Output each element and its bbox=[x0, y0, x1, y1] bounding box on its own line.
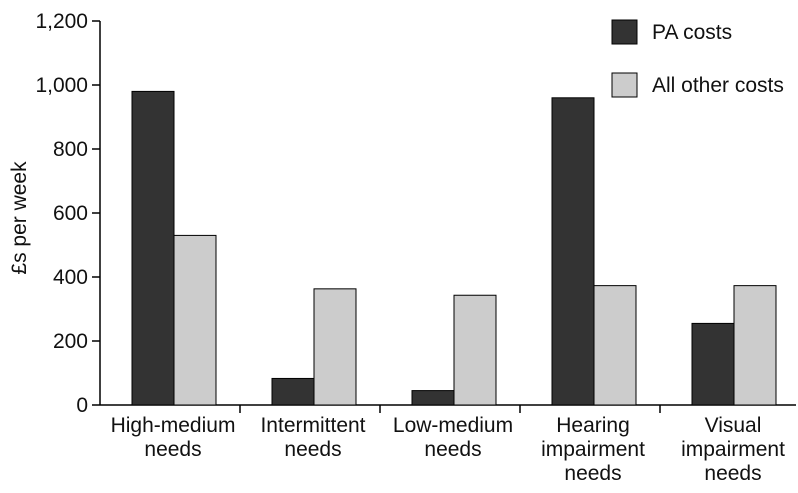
y-tick-label: 600 bbox=[53, 202, 88, 225]
bar-all-other-costs bbox=[313, 288, 357, 406]
x-tick-label-line: needs bbox=[284, 438, 341, 461]
bar-pa-costs bbox=[271, 377, 315, 406]
bar-all-other-costs bbox=[453, 294, 497, 406]
bar-pa-costs bbox=[691, 322, 735, 406]
legend: PA costs All other costs bbox=[611, 19, 784, 98]
x-tick-label: High-medium needs bbox=[111, 414, 236, 461]
x-tick-label: Intermittent needs bbox=[260, 414, 365, 461]
bar-all-other-costs bbox=[173, 234, 217, 406]
legend-swatch-all-other-costs bbox=[611, 72, 638, 98]
y-tick-label: 1,000 bbox=[35, 74, 88, 97]
y-tick-label: 1,200 bbox=[35, 10, 88, 33]
x-tick-label: Visual impairment needs bbox=[681, 414, 785, 485]
bar-all-other-costs bbox=[593, 285, 637, 406]
x-tick-label: Low-medium needs bbox=[393, 414, 513, 461]
x-tick-label: Hearing impairment needs bbox=[541, 414, 645, 485]
legend-label: All other costs bbox=[652, 74, 784, 97]
x-tick-label-line: needs bbox=[424, 438, 481, 461]
legend-label: PA costs bbox=[652, 21, 732, 44]
bars bbox=[131, 90, 777, 406]
bar-all-other-costs bbox=[733, 285, 777, 406]
bar-pa-costs bbox=[131, 90, 175, 406]
x-tick-label-line: needs bbox=[144, 438, 201, 461]
y-axis: 0 200 400 600 800 1,000 1,200 bbox=[35, 10, 101, 417]
y-tick-label: 800 bbox=[53, 138, 88, 161]
y-tick-label: 200 bbox=[53, 330, 88, 353]
x-tick-label-line: Low-medium bbox=[393, 414, 513, 437]
bar-pa-costs bbox=[411, 390, 455, 406]
x-tick-label-line: Visual bbox=[705, 414, 762, 437]
bar-pa-costs bbox=[551, 97, 595, 406]
x-tick-label-line: High-medium bbox=[111, 414, 236, 437]
y-tick-label: 400 bbox=[53, 266, 88, 289]
x-tick-label-line: Intermittent bbox=[260, 414, 365, 437]
y-tick-label: 0 bbox=[76, 394, 88, 417]
x-tick-label-line: needs bbox=[564, 462, 621, 485]
y-axis-title: £s per week bbox=[8, 161, 31, 275]
x-tick-label-line: needs bbox=[704, 462, 761, 485]
legend-swatch-pa-costs bbox=[611, 19, 638, 45]
x-tick-label-line: impairment bbox=[541, 438, 645, 461]
x-tick-label-line: impairment bbox=[681, 438, 785, 461]
x-tick-label-line: Hearing bbox=[556, 414, 630, 437]
